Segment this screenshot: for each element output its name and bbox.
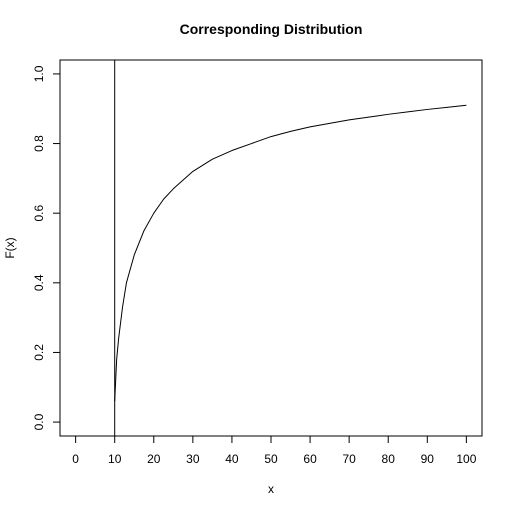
y-tick-label: 0.8 [32, 135, 46, 152]
x-tick-label: 70 [342, 452, 356, 466]
x-tick-label: 40 [225, 452, 239, 466]
chart-title: Corresponding Distribution [180, 21, 363, 37]
x-tick-label: 50 [264, 452, 278, 466]
x-tick-label: 10 [108, 452, 122, 466]
y-axis: 0.0 0.2 0.4 0.6 0.8 1.0 [32, 65, 60, 430]
y-tick-label: 0.0 [32, 413, 46, 430]
x-tick-label: 90 [421, 452, 435, 466]
y-tick-label: 0.4 [32, 274, 46, 291]
y-tick-label: 1.0 [32, 65, 46, 82]
x-tick-label: 100 [456, 452, 476, 466]
x-tick-label: 80 [382, 452, 396, 466]
x-tick-label: 60 [303, 452, 317, 466]
x-tick-label: 30 [186, 452, 200, 466]
x-tick-label: 0 [72, 452, 79, 466]
x-axis: 0 10 20 30 40 50 60 70 80 90 100 [72, 436, 477, 466]
y-tick-label: 0.6 [32, 205, 46, 222]
plot-box [59, 59, 483, 437]
cdf-curve [114, 104, 467, 402]
x-axis-label: x [268, 482, 274, 496]
y-axis-label: F(x) [3, 237, 17, 258]
y-tick-label: 0.2 [32, 344, 46, 361]
x-tick-label: 20 [147, 452, 161, 466]
plot-layer [114, 60, 467, 436]
